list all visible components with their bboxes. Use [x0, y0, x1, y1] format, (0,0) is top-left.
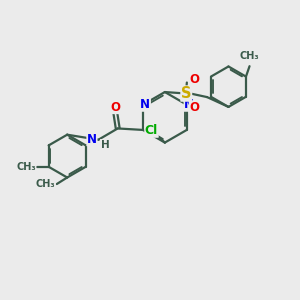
Text: N: N [87, 133, 97, 146]
Text: CH₃: CH₃ [240, 51, 259, 61]
Text: S: S [181, 86, 191, 101]
Text: O: O [189, 73, 199, 86]
Text: O: O [110, 100, 120, 114]
Text: CH₃: CH₃ [16, 162, 36, 172]
Text: H: H [100, 140, 109, 149]
Text: CH₃: CH₃ [36, 179, 55, 189]
Text: N: N [140, 98, 150, 111]
Text: O: O [189, 101, 199, 114]
Text: Cl: Cl [145, 124, 158, 137]
Text: N: N [184, 98, 194, 111]
